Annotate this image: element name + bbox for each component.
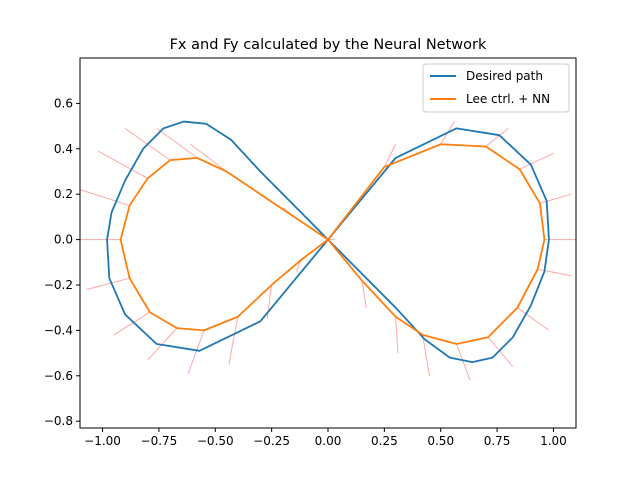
force-vector <box>113 311 151 336</box>
x-tick-label: 0.50 <box>427 434 454 448</box>
force-vector <box>519 152 554 170</box>
force-vector <box>361 280 367 308</box>
force-vector <box>79 189 130 207</box>
force-vector <box>539 193 572 204</box>
y-axis: 0.6 0.4 0.2 0.0 −0.2 −0.4 −0.6 −0.8 <box>44 96 80 428</box>
force-vector <box>97 150 148 179</box>
force-vector <box>187 330 205 374</box>
force-vector <box>456 343 471 381</box>
x-tick-label: −0.50 <box>197 434 234 448</box>
legend-box <box>422 63 570 113</box>
force-vector <box>86 277 130 291</box>
legend: Desired path Lee ctrl. + NN <box>422 63 570 113</box>
force-vector <box>487 336 514 368</box>
x-tick-label: −0.75 <box>141 434 178 448</box>
y-tick-label: −0.8 <box>44 414 73 428</box>
x-tick-label: 1.00 <box>540 434 567 448</box>
x-tick-label: 0.75 <box>484 434 511 448</box>
chart-title: Fx and Fy calculated by the Neural Netwo… <box>170 37 487 53</box>
y-tick-label: −0.6 <box>44 369 73 383</box>
force-vector <box>266 284 273 320</box>
force-vector <box>517 307 550 331</box>
y-tick-label: 0.2 <box>54 187 73 201</box>
force-vector <box>383 144 397 168</box>
x-tick-label: −1.00 <box>84 434 121 448</box>
series-line-1 <box>119 143 546 345</box>
x-tick-label: 0.00 <box>315 434 342 448</box>
y-tick-label: 0.6 <box>54 96 73 110</box>
y-tick-label: 0.4 <box>54 142 73 156</box>
force-vector <box>422 334 430 376</box>
y-tick-label: −0.4 <box>44 323 73 337</box>
force-vector <box>228 316 239 365</box>
axes-frame <box>79 57 577 429</box>
x-tick-label: 0.25 <box>371 434 398 448</box>
force-vector <box>537 268 572 277</box>
y-tick-label: 0.0 <box>54 233 73 247</box>
y-tick-label: −0.2 <box>44 278 73 292</box>
force-vector <box>295 259 302 272</box>
force-vectors <box>79 121 576 381</box>
legend-label-desired-path: Desired path <box>466 69 543 83</box>
force-vector <box>190 143 227 172</box>
force-vector <box>485 127 509 147</box>
legend-label-lee-ctrl-nn: Lee ctrl. + NN <box>466 92 550 106</box>
x-axis: −1.00 −0.75 −0.50 −0.25 0.00 0.25 0.50 0.75 1.00 <box>84 428 567 448</box>
force-vector <box>395 316 399 354</box>
x-tick-label: −0.25 <box>253 434 290 448</box>
plot-area <box>79 57 577 429</box>
force-vector <box>156 127 198 159</box>
